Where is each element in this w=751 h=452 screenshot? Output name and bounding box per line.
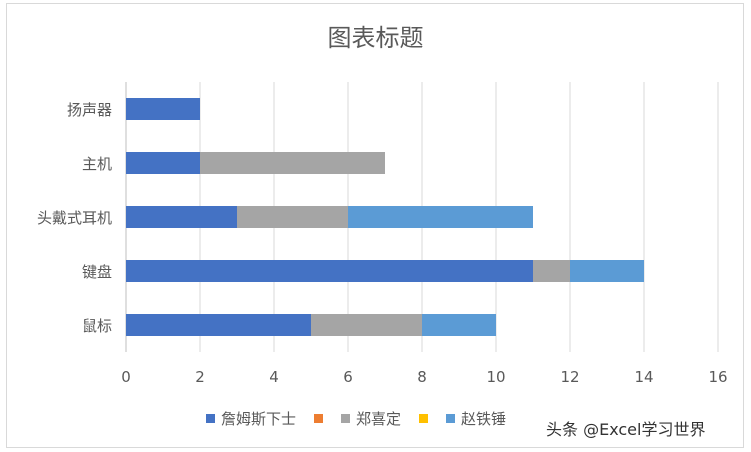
legend-item: 詹姆斯下士 — [206, 408, 296, 429]
legend-item: 郑喜定 — [341, 408, 401, 429]
legend-swatch — [314, 414, 324, 423]
legend: 詹姆斯下士 郑喜定 赵铁锤 — [206, 408, 506, 429]
bar-segment — [533, 260, 570, 282]
legend-item — [314, 414, 324, 423]
y-category-label: 主机 — [82, 155, 112, 173]
legend-swatch — [419, 414, 429, 423]
y-category-label: 鼠标 — [82, 317, 112, 335]
legend-item — [419, 414, 429, 423]
x-tick-label-16: 16 — [708, 368, 727, 386]
legend-label: 郑喜定 — [356, 410, 402, 428]
y-category-label: 头戴式耳机 — [37, 209, 112, 227]
bar-segment — [570, 260, 644, 282]
bar-segment — [126, 98, 200, 120]
x-tick-label-0: 0 — [121, 368, 131, 386]
x-tick-label-4: 4 — [269, 368, 279, 386]
legend-swatch — [341, 414, 351, 423]
bar-segment — [311, 314, 422, 336]
x-tick-label-6: 6 — [343, 368, 353, 386]
bar-segment — [126, 206, 237, 228]
legend-label: 詹姆斯下士 — [221, 410, 297, 428]
bar-segment — [237, 206, 348, 228]
legend-swatch — [446, 414, 456, 423]
chart-title: 图表标题 — [327, 24, 424, 52]
x-tick-label-12: 12 — [560, 368, 579, 386]
y-category-label: 键盘 — [82, 263, 112, 281]
bar-segment — [126, 152, 200, 174]
legend-swatch — [206, 414, 215, 423]
y-category-label: 扬声器 — [67, 101, 112, 119]
x-tick-label-10: 10 — [486, 368, 505, 386]
bar-segment — [348, 206, 533, 228]
bar-segment — [126, 314, 311, 336]
bar-segment — [422, 314, 496, 336]
x-tick-label-14: 14 — [634, 368, 653, 386]
watermark-text: 头条 @Excel学习世界 — [546, 420, 706, 439]
bar-segment — [200, 152, 385, 174]
legend-label: 赵铁锤 — [461, 410, 507, 428]
x-tick-label-2: 2 — [195, 368, 205, 386]
legend-item: 赵铁锤 — [446, 408, 506, 429]
x-tick-label-8: 8 — [417, 368, 427, 386]
bar-segment — [126, 260, 533, 282]
